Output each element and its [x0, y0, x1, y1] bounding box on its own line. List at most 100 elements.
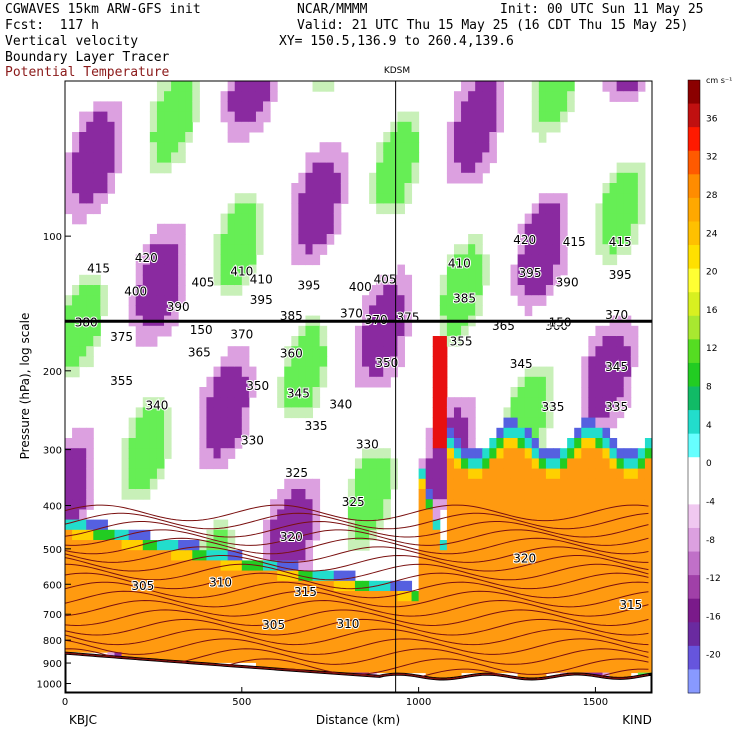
field-cell [156, 132, 165, 143]
field-cell [517, 478, 526, 490]
field-cell [65, 550, 73, 561]
field-cell [616, 234, 625, 245]
field-cell [383, 478, 391, 490]
field-cell [461, 417, 469, 429]
field-cell [623, 560, 632, 572]
field-cell [178, 591, 186, 602]
field-cell [644, 601, 652, 612]
field-cell [312, 193, 321, 204]
field-cell [100, 111, 108, 123]
field-cell [616, 81, 625, 92]
field-cell [305, 642, 314, 653]
field-cell [545, 203, 554, 215]
field-cell [623, 356, 632, 368]
field-cell [270, 529, 278, 541]
field-cell [560, 254, 568, 266]
field-cell [220, 366, 229, 378]
field-cell [468, 621, 476, 633]
field-cell [72, 550, 80, 561]
field-cell [418, 499, 427, 510]
field-cell [588, 652, 596, 663]
field-cell [220, 234, 229, 245]
field-cell [588, 427, 596, 439]
field-cell [475, 519, 483, 531]
theta-label: 335 [542, 400, 565, 414]
field-cell [72, 203, 80, 215]
field-cell [545, 397, 554, 408]
field-cell [595, 591, 603, 602]
field-cell [567, 662, 575, 674]
theta-contour [65, 628, 649, 646]
field-cell [531, 662, 540, 674]
field-cell [234, 356, 243, 368]
field-cell [531, 560, 540, 572]
colorbar-label: 28 [706, 191, 718, 201]
field-cell [623, 81, 632, 92]
field-cell [114, 132, 123, 143]
field-cell [156, 325, 165, 337]
field-cell [135, 325, 144, 337]
field-cell [503, 489, 512, 500]
field-cell [588, 621, 596, 633]
colorbar-label: 24 [706, 229, 718, 239]
field-cell [623, 591, 632, 602]
field-cell [312, 397, 321, 408]
field-cell [524, 438, 533, 449]
field-cell [475, 560, 483, 572]
field-cell [241, 366, 250, 378]
field-cell [446, 662, 455, 674]
field-cell [255, 223, 264, 235]
field-cell [538, 121, 547, 133]
field-cell [588, 550, 596, 561]
field-cell [220, 244, 229, 255]
field-cell [425, 611, 434, 623]
field-cell [581, 427, 589, 439]
field-cell [602, 499, 611, 510]
field-cell [390, 478, 398, 490]
field-cell [86, 152, 94, 164]
field-cell [453, 305, 462, 317]
field-cell [510, 611, 519, 623]
field-cell [496, 427, 504, 439]
field-cell [475, 509, 483, 521]
field-cell [489, 570, 497, 582]
field-cell [291, 560, 299, 572]
field-cell [149, 244, 158, 255]
field-cell [326, 621, 335, 633]
field-cell [517, 519, 526, 531]
field-cell [496, 529, 504, 541]
field-cell [79, 111, 87, 123]
field-cell [644, 550, 652, 561]
field-cell [305, 213, 314, 225]
field-cell [616, 356, 625, 368]
field-cell [305, 325, 314, 337]
field-cell [312, 213, 321, 225]
field-cell [100, 183, 108, 194]
field-cell [644, 438, 652, 449]
field-cell [376, 142, 384, 153]
field-cell [468, 509, 476, 521]
field-cell [524, 652, 533, 663]
field-cell [602, 244, 611, 255]
field-cell [588, 478, 596, 490]
field-cell [531, 121, 540, 133]
field-cell [248, 193, 257, 204]
field-cell [496, 560, 504, 572]
field-cell [213, 621, 222, 633]
field-cell [524, 234, 533, 245]
field-cell [86, 132, 94, 143]
field-cell [79, 478, 87, 490]
field-cell [567, 652, 575, 663]
field-cell [397, 325, 405, 337]
field-cell [588, 346, 596, 357]
field-cell [227, 621, 236, 633]
field-cell [291, 203, 299, 215]
field-cell [227, 448, 236, 459]
field-cell [234, 580, 243, 592]
field-cell [446, 540, 455, 551]
field-cell [545, 193, 554, 204]
field-cell [79, 458, 87, 470]
field-cell [199, 458, 207, 470]
field-cell [86, 438, 94, 449]
theta-label: 390 [167, 300, 190, 314]
